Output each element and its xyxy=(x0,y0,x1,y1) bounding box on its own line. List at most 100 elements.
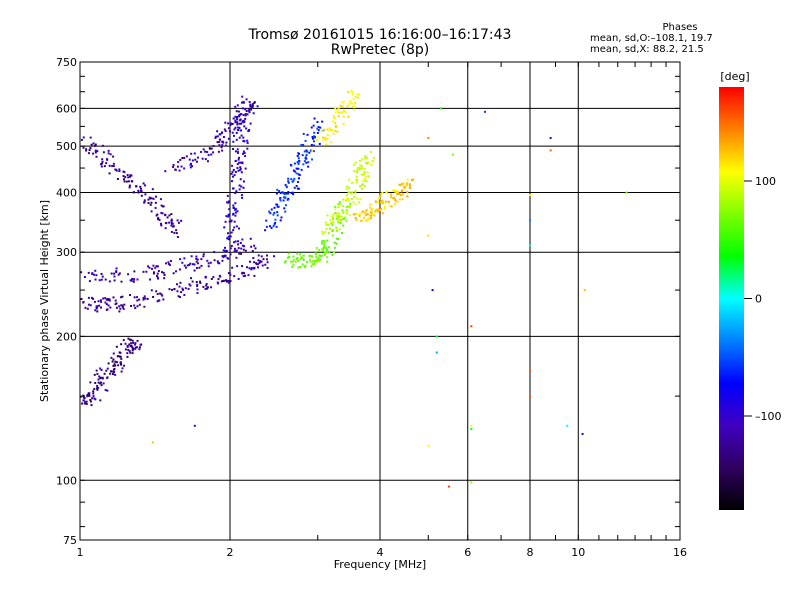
data-point xyxy=(131,352,134,355)
data-point xyxy=(196,258,199,261)
data-point xyxy=(396,193,399,196)
data-point xyxy=(352,91,355,94)
data-point xyxy=(121,367,124,370)
data-point xyxy=(241,196,244,199)
data-point xyxy=(113,367,116,370)
data-point xyxy=(176,219,179,222)
data-point xyxy=(313,117,316,120)
data-point xyxy=(226,237,229,240)
data-point xyxy=(193,269,196,272)
data-point xyxy=(117,273,120,276)
data-point xyxy=(359,185,362,188)
data-point xyxy=(273,223,276,226)
data-point xyxy=(315,259,318,262)
data-point xyxy=(122,307,125,310)
data-point xyxy=(404,185,407,188)
data-point xyxy=(235,249,238,252)
data-point xyxy=(94,269,97,272)
data-point xyxy=(244,108,247,111)
data-point xyxy=(101,144,104,147)
data-point xyxy=(276,211,279,214)
data-point xyxy=(360,164,363,167)
data-point xyxy=(156,272,159,275)
data-point xyxy=(253,266,256,269)
data-point xyxy=(358,201,361,204)
data-point xyxy=(312,144,315,147)
data-point xyxy=(233,247,236,250)
data-point xyxy=(293,177,296,180)
data-point xyxy=(223,128,226,131)
data-point xyxy=(242,275,245,278)
data-point xyxy=(349,202,352,205)
data-point xyxy=(352,213,355,216)
data-point xyxy=(328,246,331,249)
data-point xyxy=(338,201,341,204)
data-point xyxy=(107,152,110,155)
data-point xyxy=(284,196,287,199)
data-point xyxy=(126,355,129,358)
data-point xyxy=(98,279,101,282)
data-point xyxy=(238,119,241,122)
data-point xyxy=(258,261,261,264)
data-point xyxy=(323,243,326,246)
data-point xyxy=(89,147,92,150)
data-point xyxy=(408,184,411,187)
data-point xyxy=(369,206,372,209)
data-point xyxy=(336,229,339,232)
data-point xyxy=(95,274,98,277)
data-point xyxy=(149,203,152,206)
data-point xyxy=(128,350,131,353)
data-point xyxy=(340,111,343,114)
data-point xyxy=(319,258,322,261)
data-point xyxy=(297,163,300,166)
data-point xyxy=(105,298,108,301)
data-point xyxy=(150,197,153,200)
data-point xyxy=(140,194,143,197)
data-point xyxy=(257,254,260,257)
data-point xyxy=(176,236,179,239)
data-point xyxy=(347,91,350,94)
data-point xyxy=(100,300,103,303)
data-point xyxy=(234,150,237,153)
data-point xyxy=(356,166,359,169)
data-point xyxy=(306,133,309,136)
data-point xyxy=(89,400,92,403)
data-point xyxy=(207,154,210,157)
data-point xyxy=(222,279,225,282)
data-point xyxy=(352,97,355,100)
data-point xyxy=(336,125,339,128)
data-point xyxy=(361,173,364,176)
data-point xyxy=(91,272,94,275)
data-point xyxy=(529,244,531,247)
data-point xyxy=(353,170,356,173)
data-point xyxy=(93,300,96,303)
data-point xyxy=(354,190,357,193)
data-point xyxy=(304,266,307,269)
data-point xyxy=(234,250,237,253)
data-point xyxy=(360,219,363,222)
data-point xyxy=(343,217,346,220)
data-point xyxy=(151,188,154,191)
data-point xyxy=(79,395,82,398)
data-point xyxy=(217,262,220,265)
data-point xyxy=(152,197,155,200)
data-point xyxy=(320,248,323,251)
data-point xyxy=(232,229,235,232)
data-point xyxy=(113,279,116,282)
data-point xyxy=(326,133,329,136)
data-point xyxy=(218,133,221,136)
data-point xyxy=(334,111,337,114)
data-point xyxy=(246,141,249,144)
data-point xyxy=(335,126,338,129)
data-point xyxy=(293,186,296,189)
data-point xyxy=(529,369,531,372)
data-point xyxy=(334,107,337,110)
data-point xyxy=(210,286,213,289)
data-point xyxy=(120,280,123,283)
data-point xyxy=(162,271,165,274)
data-point xyxy=(393,203,396,206)
data-point xyxy=(342,210,345,213)
data-point xyxy=(266,266,269,269)
data-point xyxy=(191,280,194,283)
data-point xyxy=(136,346,139,349)
